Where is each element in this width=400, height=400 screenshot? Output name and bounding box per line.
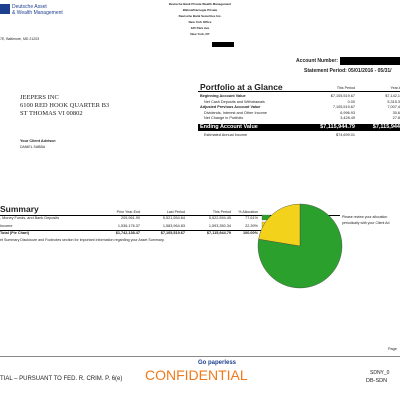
summary-value: $7,105,519.67 — [160, 231, 185, 235]
column-header: This Period — [212, 210, 231, 214]
advisor-label: Your Client Advisor: — [20, 139, 57, 143]
logo-mark — [0, 4, 10, 14]
glance-value: $7,105,519.67 — [330, 94, 355, 98]
logo-text: Deutsche Asset — [12, 4, 47, 10]
summary-value: 205,961.90 — [120, 216, 140, 220]
redaction — [212, 42, 234, 47]
office-line: Deutsche Bank Private Wealth Management — [168, 2, 232, 6]
page-label: Page — [388, 347, 397, 351]
client-address: JEEPERS INC — [20, 94, 59, 101]
glance-title: Portfolio at a Glance — [200, 82, 283, 92]
glance-value: 6,996.93 — [340, 110, 355, 115]
address: 7E, Baltimore, MD 21203 — [0, 37, 40, 41]
legal-note: TIAL – PURSUANT TO FED. R. CRIM. P. 6(e) — [0, 376, 123, 382]
glance-label: Beginning Account Value — [200, 94, 246, 98]
glance-value: $74,699.01 — [335, 133, 355, 137]
confidential: CONFIDENTIAL — [145, 367, 248, 383]
glance-value: 3,428.49 — [340, 116, 355, 120]
glance-value: $7,115,944 — [372, 124, 400, 130]
account-label: Account Number: — [296, 58, 338, 64]
advisor: DANIEL SABBA — [20, 145, 46, 149]
review-note: Please review your allocation — [342, 215, 388, 219]
summary-value: 22.39% — [245, 223, 258, 228]
office-line: New York, NY — [190, 32, 210, 36]
pie-slice — [258, 203, 301, 247]
summary-value: 77.61% — [245, 216, 258, 220]
bates: DB-SDN — [366, 378, 388, 384]
office-line: New York Office — [188, 20, 212, 24]
rule — [0, 356, 400, 357]
rule — [0, 230, 262, 231]
summary-value: 1,583,964.83 — [162, 223, 185, 228]
summary-value: $7,115,944.79 — [206, 231, 231, 235]
paperless: Go paperless — [198, 360, 237, 366]
client-address: ST THOMAS VI 00802 — [20, 110, 83, 117]
summary-note: et Summary Disclosure and Footnotes sect… — [0, 238, 165, 242]
summary-value: 1,536,176.37 — [117, 223, 140, 228]
glance-label: Dividends, Interest and Other Income — [204, 110, 267, 115]
glance-label: Estimated Annual Income — [204, 133, 248, 137]
summary-label: Income — [0, 223, 13, 228]
statement-period: Statement Period: 05/01/2016 - 05/31/ — [304, 68, 392, 74]
summary-label: , Money Funds, and Bank Deposits — [0, 216, 60, 220]
office-line: Walnut/Carnegie Private — [182, 8, 218, 12]
rule — [0, 215, 340, 216]
column-header: This Period — [336, 86, 355, 90]
glance-label: Net Cash Deposits and Withdrawals — [204, 99, 265, 104]
summary-value: 5,522,594.45 — [208, 216, 231, 220]
redaction — [340, 57, 400, 65]
logo-text: & Wealth Management — [12, 10, 63, 16]
summary-label: Total (Pie Chart) — [0, 231, 30, 235]
summary-value: $1,742,138.47 — [115, 231, 140, 235]
review-note: periodically with your Client Ad — [342, 221, 390, 225]
glance-value: 0.00 — [347, 99, 355, 104]
office-line: 345 Park Ave — [190, 26, 210, 30]
summary-title: Summary — [0, 204, 39, 214]
glance-label: Ending Account Value — [200, 124, 258, 130]
office-line: Deutsche Bank Securities Inc. — [178, 14, 222, 18]
summary-value: 100.00% — [243, 231, 258, 235]
glance-value: 7,007,4 — [387, 105, 400, 109]
bates: SDNY_0 — [370, 370, 390, 376]
ending-bar — [198, 124, 400, 131]
summary-value: 5,521,554.64 — [162, 216, 185, 220]
summary-value: 1,593,350.34 — [208, 223, 231, 228]
glance-value: 7,105,519.67 — [332, 105, 355, 109]
column-header: % Allocation — [238, 210, 258, 214]
glance-value: 27.8 — [392, 116, 400, 120]
glance-label: Adjusted Previous Account Value — [200, 105, 261, 109]
glance-value: $7,142,1 — [385, 94, 400, 98]
glance-value: $7,115,944.79 — [320, 124, 355, 130]
glance-label: Net Change in Portfolio — [204, 116, 244, 120]
column-header: Last Period — [166, 210, 185, 214]
column-header: Year-t — [390, 86, 400, 90]
client-address: 6100 RED HOOK QUARTER B3 — [20, 102, 110, 109]
column-header: Prior Year-End — [116, 210, 140, 214]
rule — [198, 91, 400, 92]
glance-value: 5,315.3 — [387, 99, 400, 104]
glance-value: 30.6 — [392, 110, 400, 115]
